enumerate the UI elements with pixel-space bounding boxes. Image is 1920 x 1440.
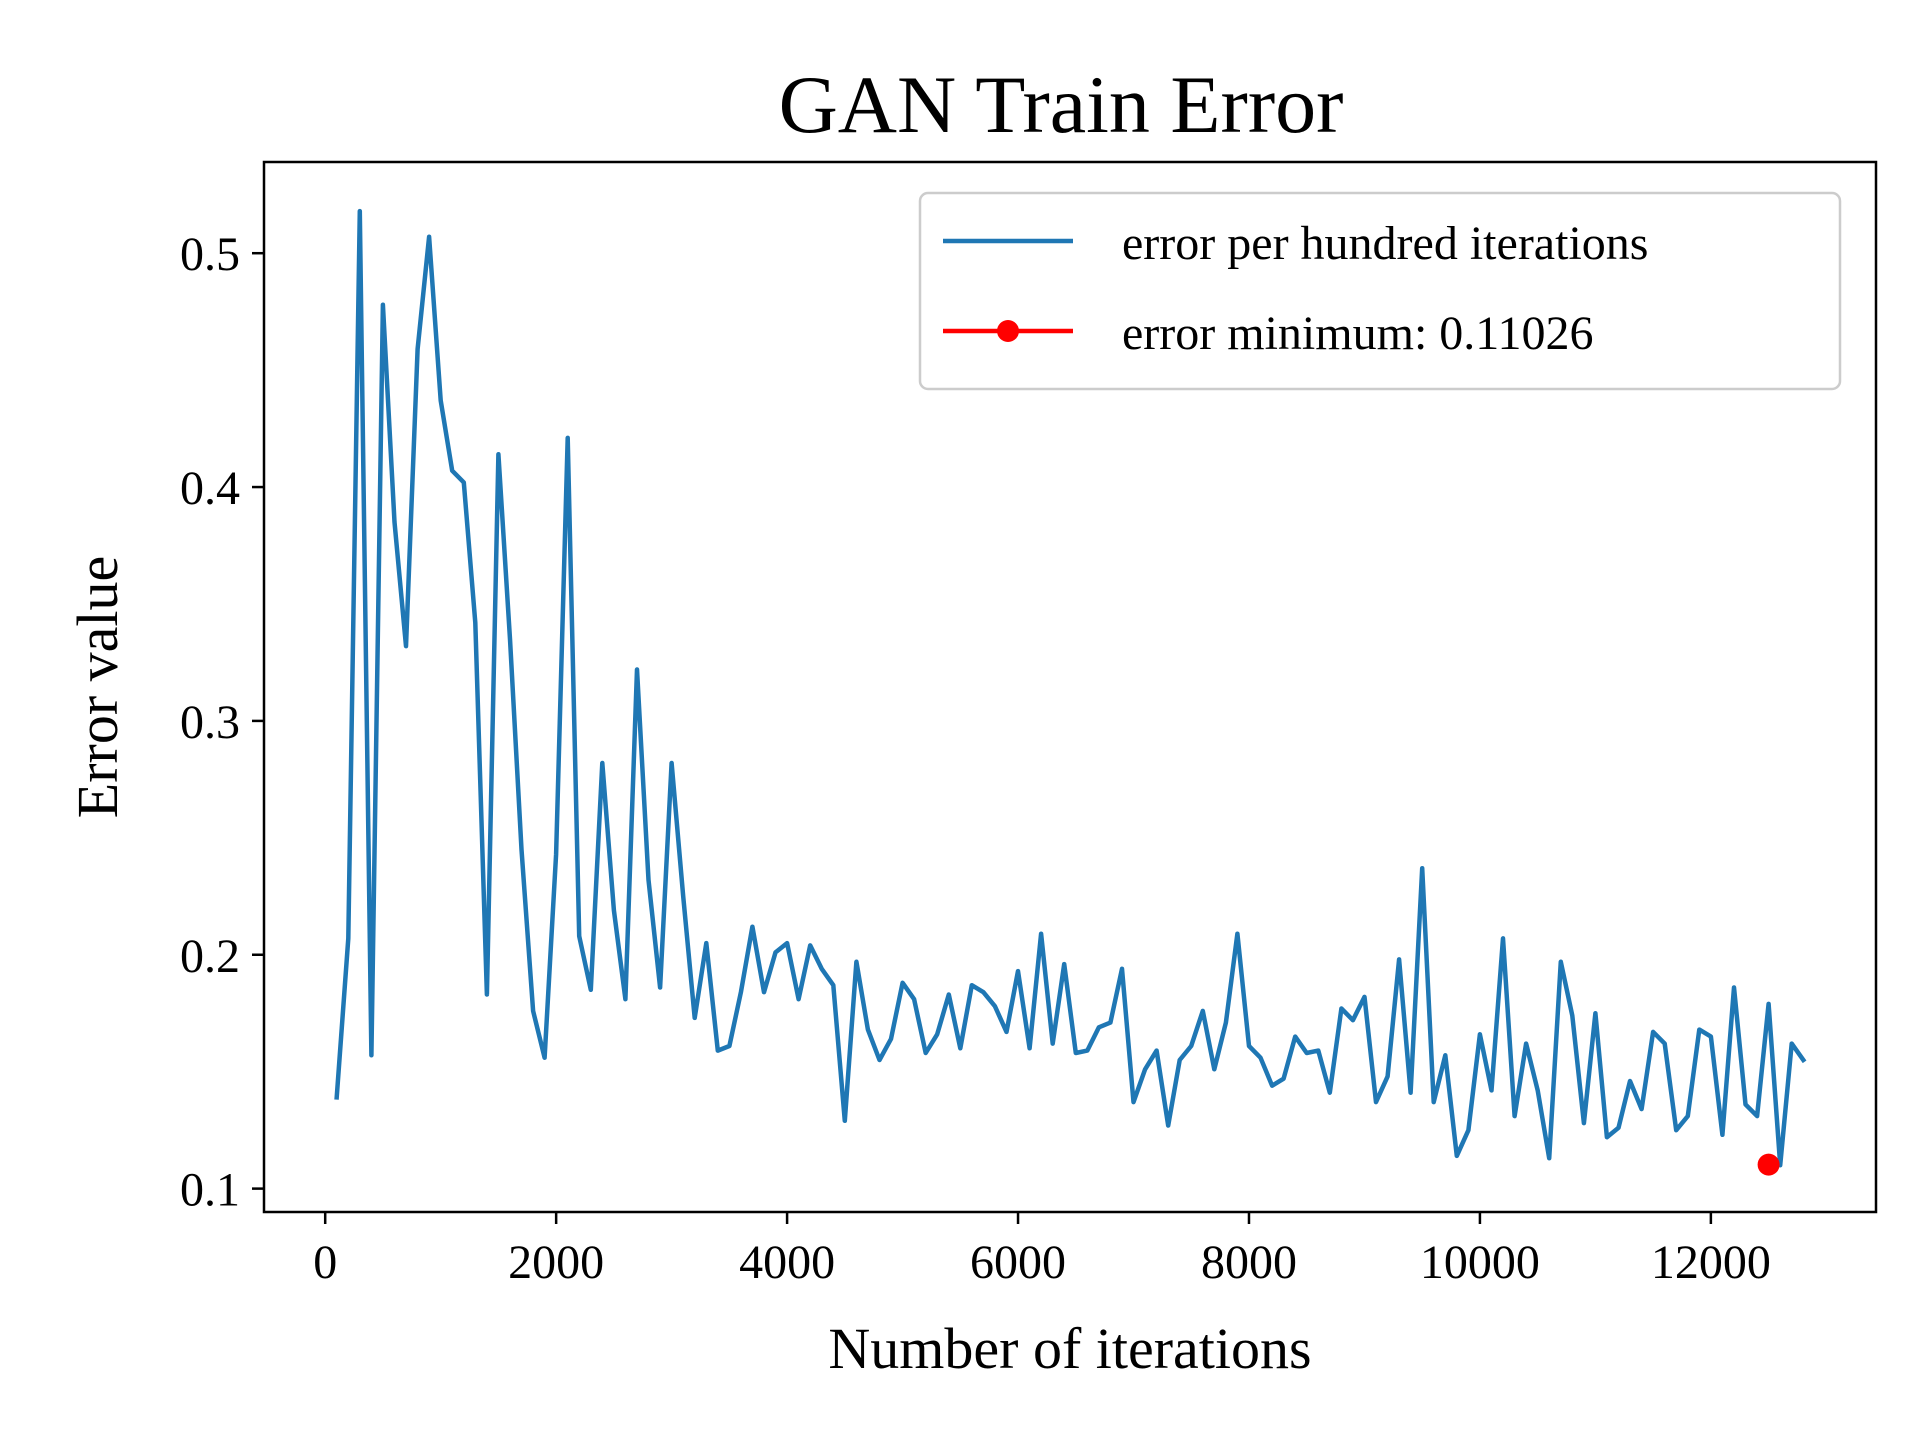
y-tick-label: 0.4	[180, 462, 240, 515]
x-tick-label: 6000	[970, 1236, 1066, 1289]
x-tick-label: 12000	[1651, 1236, 1771, 1289]
legend-label-error-series: error per hundred iterations	[1122, 217, 1648, 270]
y-tick-label: 0.1	[180, 1164, 240, 1217]
chart-title: GAN Train Error	[779, 59, 1344, 150]
y-axis: 0.1 0.2 0.3 0.4 0.5	[180, 228, 264, 1217]
x-axis: 0 2000 4000 6000 8000 10000 12000	[313, 1212, 1771, 1289]
x-tick-label: 0	[313, 1236, 337, 1289]
series-line-error-per-hundred-iterations	[334, 208, 1807, 1168]
x-tick-label: 10000	[1420, 1236, 1540, 1289]
x-axis-label: Number of iterations	[828, 1316, 1311, 1381]
y-tick-label: 0.3	[180, 696, 240, 749]
y-tick-label: 0.2	[180, 930, 240, 983]
legend: error per hundred iterations error minim…	[918, 191, 1842, 391]
y-axis-label: Error value	[65, 556, 130, 818]
x-tick-label: 8000	[1201, 1236, 1297, 1289]
error-minimum-point	[1757, 1153, 1780, 1176]
legend-box	[918, 191, 1842, 391]
plot-area: 0 2000 4000 6000 8000 10000 12000 0.1 0.2 0.3 0.4…	[180, 160, 1878, 1289]
x-tick-label: 4000	[739, 1236, 835, 1289]
x-tick-label: 2000	[508, 1236, 604, 1289]
legend-label-minimum-series: error minimum: 0.11026	[1122, 307, 1594, 360]
plot-frame	[262, 160, 1878, 1214]
y-tick-label: 0.5	[180, 228, 240, 281]
series-layer	[334, 208, 1807, 1176]
legend-marker-minimum	[997, 320, 1019, 342]
